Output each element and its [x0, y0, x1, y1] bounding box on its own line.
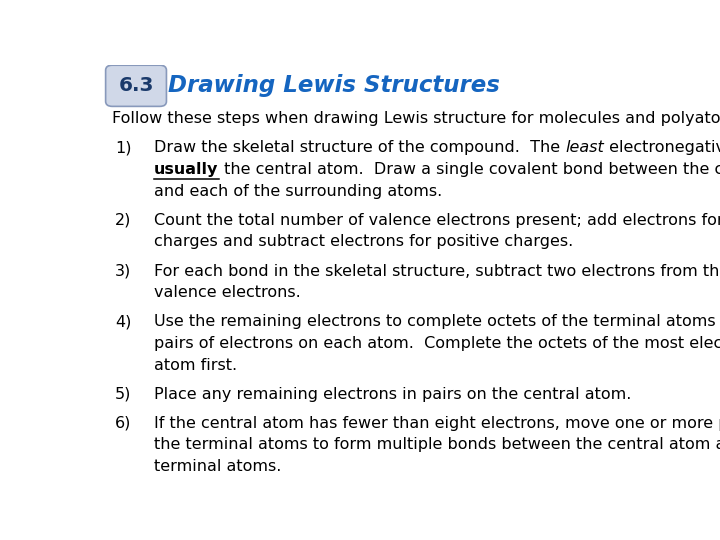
Text: Count the total number of valence electrons present; add electrons for negative: Count the total number of valence electr…: [154, 213, 720, 228]
Text: charges and subtract electrons for positive charges.: charges and subtract electrons for posit…: [154, 234, 573, 249]
Text: 5): 5): [115, 387, 132, 402]
Text: the terminal atoms to form multiple bonds between the central atom and: the terminal atoms to form multiple bond…: [154, 437, 720, 453]
Text: Drawing Lewis Structures: Drawing Lewis Structures: [168, 75, 500, 97]
Text: the central atom.  Draw a single covalent bond between the central atom: the central atom. Draw a single covalent…: [219, 162, 720, 177]
Text: If the central atom has fewer than eight electrons, move one or more pairs from: If the central atom has fewer than eight…: [154, 416, 720, 431]
Text: 6.3: 6.3: [118, 76, 154, 95]
Text: Use the remaining electrons to complete octets of the terminal atoms by placing: Use the remaining electrons to complete …: [154, 314, 720, 329]
Text: pairs of electrons on each atom.  Complete the octets of the most electronegativ: pairs of electrons on each atom. Complet…: [154, 336, 720, 351]
Text: Draw the skeletal structure of the compound.  The: Draw the skeletal structure of the compo…: [154, 140, 565, 156]
Text: least: least: [565, 140, 604, 156]
FancyBboxPatch shape: [106, 65, 166, 106]
Text: Place any remaining electrons in pairs on the central atom.: Place any remaining electrons in pairs o…: [154, 387, 631, 402]
Text: 6): 6): [115, 416, 132, 431]
Text: For each bond in the skeletal structure, subtract two electrons from the total: For each bond in the skeletal structure,…: [154, 264, 720, 279]
Text: valence electrons.: valence electrons.: [154, 285, 301, 300]
Text: 4): 4): [115, 314, 132, 329]
Text: electronegative atom is: electronegative atom is: [604, 140, 720, 156]
Text: 3): 3): [115, 264, 131, 279]
Text: 2): 2): [115, 213, 132, 228]
Text: 1): 1): [115, 140, 132, 156]
Text: terminal atoms.: terminal atoms.: [154, 459, 282, 474]
Text: usually: usually: [154, 162, 219, 177]
Text: Follow these steps when drawing Lewis structure for molecules and polyatomic ion: Follow these steps when drawing Lewis st…: [112, 111, 720, 126]
Text: atom first.: atom first.: [154, 357, 238, 373]
Text: and each of the surrounding atoms.: and each of the surrounding atoms.: [154, 184, 442, 199]
